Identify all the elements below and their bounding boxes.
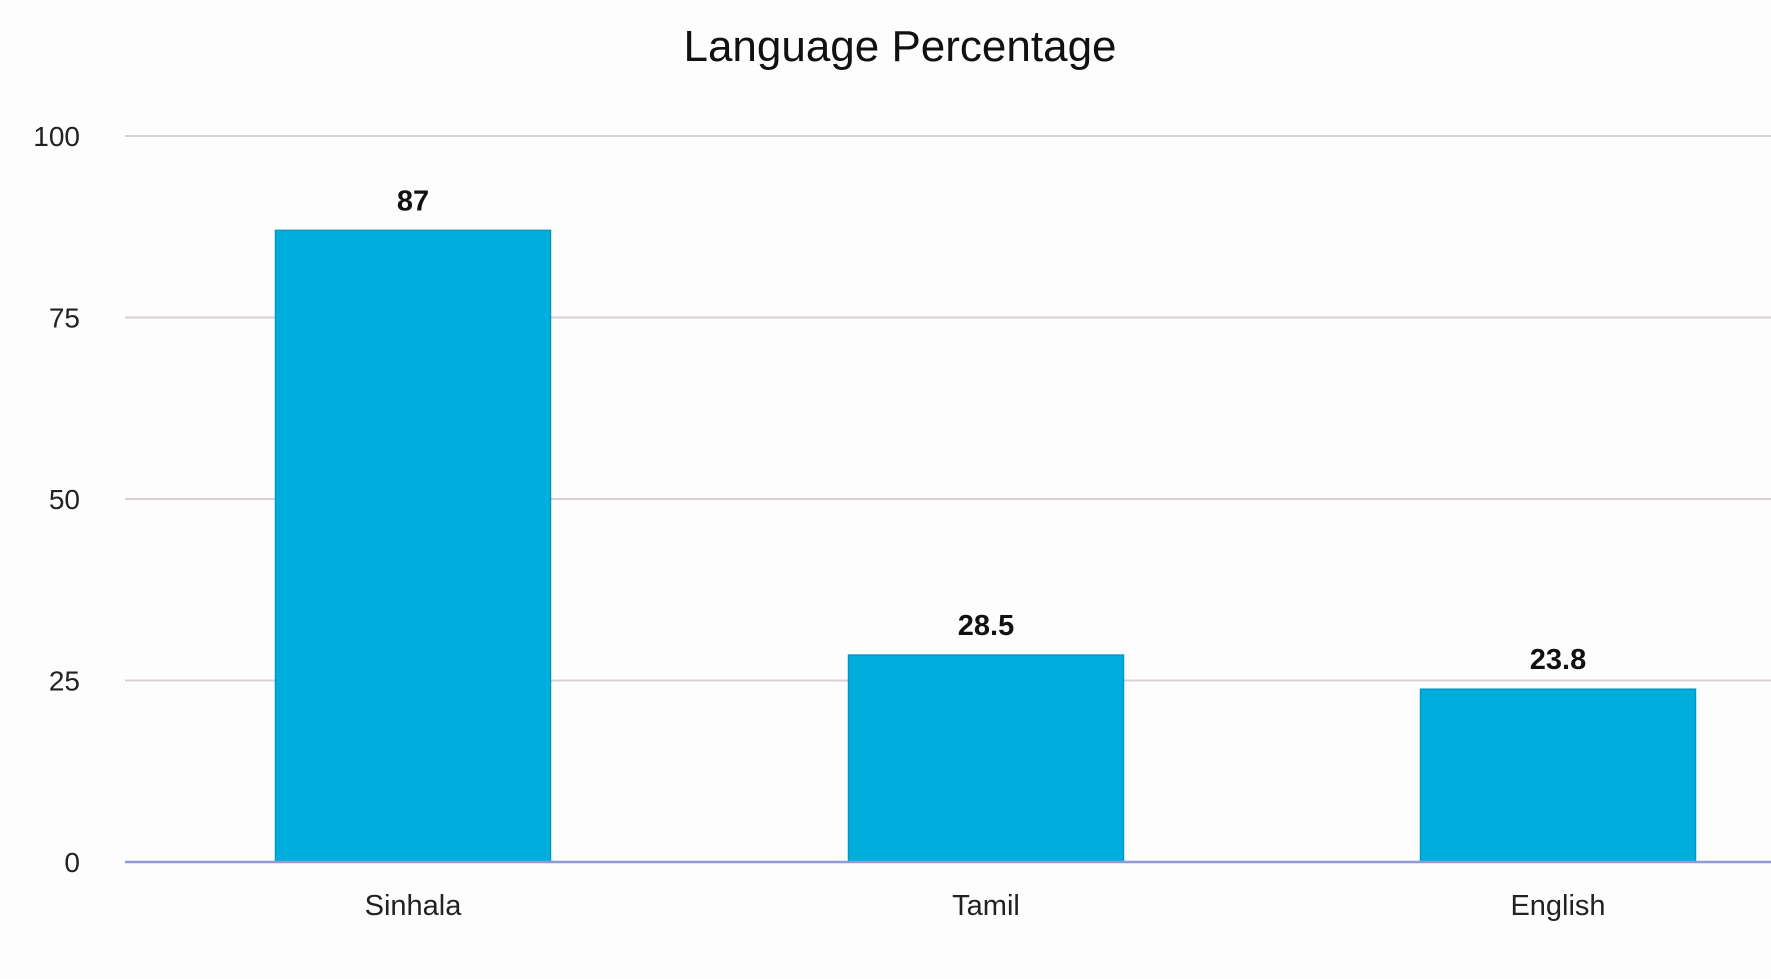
bar-english bbox=[1419, 688, 1697, 863]
x-tick-label-sinhala: Sinhala bbox=[365, 890, 463, 922]
x-tick-label-tamil: Tamil bbox=[952, 890, 1020, 922]
chart-title: Language Percentage bbox=[683, 22, 1117, 71]
y-tick-label-100: 100 bbox=[33, 121, 80, 152]
y-tick-label-75: 75 bbox=[49, 303, 80, 334]
y-tick-label-50: 50 bbox=[49, 484, 80, 515]
data-label-english: 23.8 bbox=[1530, 644, 1586, 676]
y-tick-label-25: 25 bbox=[49, 666, 80, 697]
bar-tamil bbox=[847, 654, 1125, 863]
x-tick-label-english: English bbox=[1510, 890, 1605, 922]
data-label-sinhala: 87 bbox=[397, 185, 429, 217]
data-label-tamil: 28.5 bbox=[958, 610, 1014, 642]
y-tick-label-0: 0 bbox=[64, 847, 80, 878]
bar-sinhala bbox=[274, 229, 552, 863]
